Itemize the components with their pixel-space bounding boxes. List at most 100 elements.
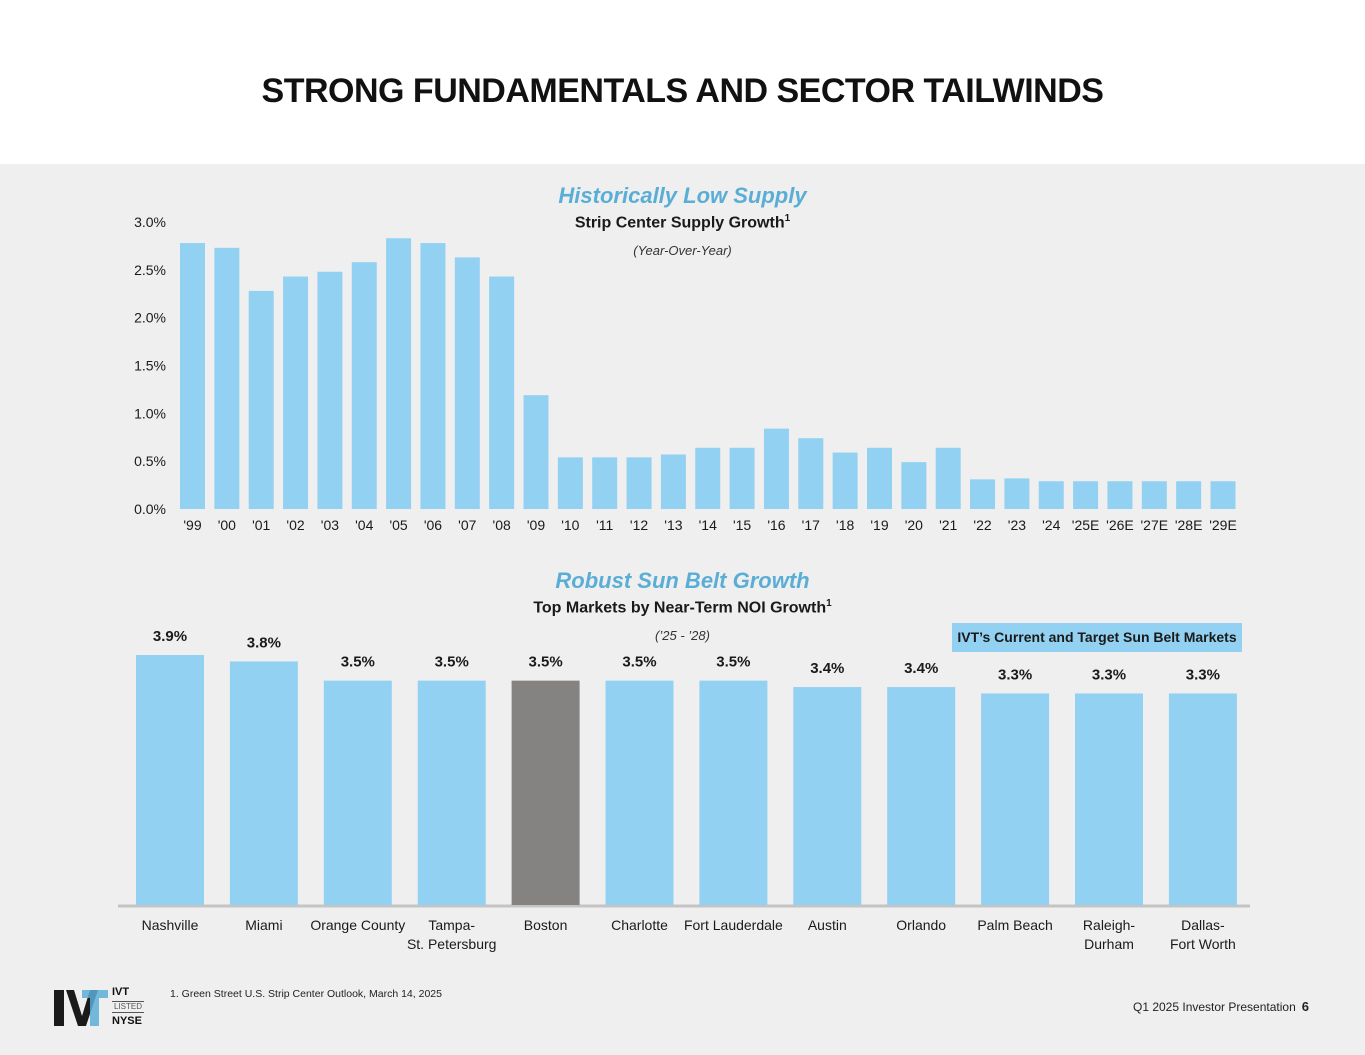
- noi-x-tick: Charlotte: [611, 917, 668, 933]
- footer-label: Q1 2025 Investor Presentation: [1132, 1000, 1296, 1014]
- logo-exchange: NYSE: [112, 1015, 142, 1027]
- supply-bar: [626, 457, 652, 509]
- noi-data-label: 3.9%: [153, 628, 187, 645]
- supply-y-tick: 0.5%: [134, 453, 166, 469]
- noi-data-label: 3.5%: [528, 654, 562, 671]
- page-number: 6: [1301, 999, 1309, 1014]
- supply-y-tick: 0.0%: [134, 501, 166, 517]
- supply-y-tick: 2.0%: [134, 310, 166, 326]
- supply-x-tick: '06: [424, 517, 442, 533]
- supply-bar: [660, 454, 686, 509]
- supply-chart-subtitle: Strip Center Supply Growth1: [574, 213, 791, 232]
- supply-bar: [592, 457, 618, 509]
- supply-bar: [1073, 481, 1099, 509]
- noi-x-tick: Boston: [524, 917, 568, 933]
- supply-chart-note: (Year-Over-Year): [633, 243, 732, 258]
- supply-bar: [1141, 481, 1167, 509]
- supply-bar: [454, 257, 480, 509]
- noi-x-tick: Fort Lauderdale: [684, 917, 783, 933]
- noi-x-tick: St. Petersburg: [407, 936, 497, 952]
- noi-x-tick: Raleigh-: [1083, 917, 1135, 933]
- logo-listed: LISTED: [112, 1001, 145, 1013]
- noi-x-tick: Tampa-: [428, 917, 475, 933]
- supply-x-tick: '08: [493, 517, 511, 533]
- supply-bar: [420, 243, 446, 509]
- supply-x-tick: '29E: [1209, 517, 1237, 533]
- supply-x-tick: '11: [596, 517, 613, 533]
- growth-chart-note: (’25 - ’28): [655, 628, 710, 643]
- noi-bar: [699, 680, 768, 905]
- supply-x-tick: '21: [939, 517, 957, 533]
- supply-x-tick: '12: [630, 517, 648, 533]
- noi-data-label: 3.8%: [247, 634, 281, 651]
- supply-x-tick: '28E: [1175, 517, 1203, 533]
- supply-x-tick: '00: [218, 517, 236, 533]
- supply-bar: [729, 447, 755, 509]
- supply-bar: [695, 447, 721, 509]
- supply-x-tick: '03: [321, 517, 339, 533]
- noi-data-label: 3.4%: [810, 660, 844, 677]
- noi-bar: [323, 680, 392, 905]
- supply-bar: [283, 276, 309, 509]
- supply-bar: [214, 247, 240, 509]
- supply-bar: [1004, 478, 1030, 509]
- supply-x-tick: '99: [183, 517, 201, 533]
- noi-x-tick: Fort Worth: [1170, 936, 1236, 952]
- supply-x-tick: '18: [836, 517, 854, 533]
- supply-bar: [180, 243, 205, 509]
- noi-x-tick: Nashville: [142, 917, 199, 933]
- noi-bar: [1168, 693, 1237, 905]
- supply-bar: [557, 457, 583, 509]
- supply-chart-title: Historically Low Supply: [558, 183, 807, 208]
- supply-x-tick: '24: [1042, 517, 1060, 533]
- supply-x-tick: '04: [355, 517, 373, 533]
- logo-label: IVT LISTED NYSE: [112, 986, 145, 1028]
- supply-bar: [489, 276, 515, 509]
- noi-bar: [417, 680, 486, 905]
- supply-x-tick: '13: [664, 517, 682, 533]
- noi-bar: [793, 687, 862, 905]
- supply-x-tick: '09: [527, 517, 545, 533]
- noi-x-tick: Orlando: [896, 917, 946, 933]
- supply-bar: [523, 395, 549, 509]
- noi-bar: [981, 693, 1050, 905]
- supply-x-tick: '27E: [1141, 517, 1169, 533]
- supply-bar: [901, 462, 927, 509]
- supply-x-tick: '01: [252, 517, 270, 533]
- noi-bar: [887, 687, 956, 905]
- supply-x-tick: '22: [973, 517, 991, 533]
- supply-x-tick: '05: [389, 517, 407, 533]
- noi-bar: [605, 680, 674, 905]
- supply-x-tick: '19: [870, 517, 888, 533]
- supply-x-tick: '15: [733, 517, 751, 533]
- noi-data-label: 3.3%: [998, 666, 1032, 683]
- supply-bar: [317, 271, 343, 509]
- supply-y-tick: 1.0%: [134, 405, 166, 421]
- supply-bar: [798, 438, 824, 509]
- noi-x-tick: Durham: [1084, 936, 1134, 952]
- noi-x-tick: Orange County: [310, 917, 405, 933]
- supply-bar: [386, 238, 412, 509]
- supply-x-tick: '02: [286, 517, 304, 533]
- supply-x-tick: '07: [458, 517, 476, 533]
- supply-bar: [832, 452, 858, 509]
- supply-x-tick: '16: [767, 517, 785, 533]
- ivt-logo-icon: [54, 990, 108, 1026]
- noi-x-tick: Miami: [245, 917, 282, 933]
- logo-ticker: IVT: [112, 986, 130, 998]
- supply-bar: [970, 479, 996, 509]
- noi-data-label: 3.5%: [341, 654, 375, 671]
- supply-x-tick: '25E: [1072, 517, 1100, 533]
- supply-bar: [1107, 481, 1133, 509]
- noi-x-tick: Austin: [808, 917, 847, 933]
- supply-bar: [763, 428, 789, 509]
- noi-x-tick: Palm Beach: [977, 917, 1052, 933]
- growth-chart-title: Robust Sun Belt Growth: [555, 568, 810, 593]
- supply-bar: [351, 262, 377, 509]
- supply-y-tick: 1.5%: [134, 358, 166, 374]
- supply-y-tick: 2.5%: [134, 262, 166, 278]
- page-title: STRONG FUNDAMENTALS AND SECTOR TAILWINDS: [261, 72, 1104, 110]
- supply-x-tick: '10: [561, 517, 579, 533]
- noi-data-label: 3.5%: [435, 654, 469, 671]
